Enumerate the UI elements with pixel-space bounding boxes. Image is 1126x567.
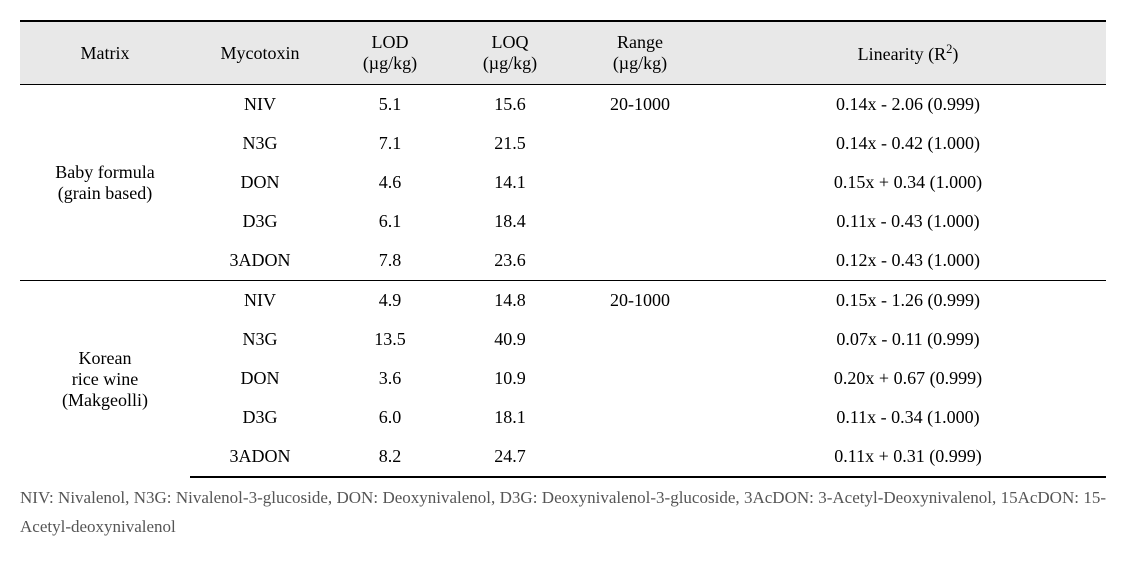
header-range: Range (µg/kg) (570, 21, 710, 85)
matrix-line2: rice wine (72, 369, 138, 389)
cell-mycotoxin: N3G (190, 320, 330, 359)
header-linearity: Linearity (R2) (710, 21, 1106, 85)
cell-loq: 21.5 (450, 124, 570, 163)
cell-loq: 10.9 (450, 359, 570, 398)
cell-range (570, 398, 710, 437)
cell-lod: 6.0 (330, 398, 450, 437)
cell-loq: 14.1 (450, 163, 570, 202)
table-footnote: NIV: Nivalenol, N3G: Nivalenol-3-glucosi… (20, 484, 1106, 542)
header-matrix: Matrix (20, 21, 190, 85)
header-mycotoxin: Mycotoxin (190, 21, 330, 85)
cell-loq: 24.7 (450, 437, 570, 477)
header-linearity-pre: Linearity (R (858, 44, 946, 64)
cell-loq: 40.9 (450, 320, 570, 359)
cell-range (570, 437, 710, 477)
cell-mycotoxin: N3G (190, 124, 330, 163)
cell-lod: 7.8 (330, 241, 450, 281)
cell-linearity: 0.11x - 0.34 (1.000) (710, 398, 1106, 437)
header-range-l2: (µg/kg) (613, 53, 667, 73)
cell-linearity: 0.12x - 0.43 (1.000) (710, 241, 1106, 281)
cell-linearity: 0.14x - 0.42 (1.000) (710, 124, 1106, 163)
cell-range (570, 124, 710, 163)
cell-loq: 15.6 (450, 85, 570, 125)
cell-range: 20-1000 (570, 281, 710, 321)
cell-lod: 13.5 (330, 320, 450, 359)
cell-lod: 5.1 (330, 85, 450, 125)
header-loq: LOQ (µg/kg) (450, 21, 570, 85)
cell-lod: 3.6 (330, 359, 450, 398)
header-loq-l1: LOQ (492, 32, 529, 52)
cell-linearity: 0.15x + 0.34 (1.000) (710, 163, 1106, 202)
cell-linearity: 0.11x - 0.43 (1.000) (710, 202, 1106, 241)
cell-loq: 23.6 (450, 241, 570, 281)
header-loq-l2: (µg/kg) (483, 53, 537, 73)
cell-mycotoxin: NIV (190, 85, 330, 125)
cell-mycotoxin: DON (190, 359, 330, 398)
cell-range (570, 163, 710, 202)
cell-lod: 4.6 (330, 163, 450, 202)
cell-linearity: 0.15x - 1.26 (0.999) (710, 281, 1106, 321)
matrix-cell: Baby formula (grain based) (20, 85, 190, 281)
cell-range: 20-1000 (570, 85, 710, 125)
matrix-line2: (grain based) (58, 183, 152, 203)
cell-lod: 6.1 (330, 202, 450, 241)
matrix-line3: (Makgeolli) (62, 390, 148, 410)
cell-linearity: 0.11x + 0.31 (0.999) (710, 437, 1106, 477)
cell-mycotoxin: D3G (190, 398, 330, 437)
header-lod: LOD (µg/kg) (330, 21, 450, 85)
cell-mycotoxin: NIV (190, 281, 330, 321)
cell-mycotoxin: D3G (190, 202, 330, 241)
cell-range (570, 202, 710, 241)
cell-range (570, 320, 710, 359)
cell-lod: 4.9 (330, 281, 450, 321)
matrix-line1: Baby formula (55, 162, 154, 182)
header-range-l1: Range (617, 32, 663, 52)
cell-range (570, 359, 710, 398)
header-lod-l1: LOD (372, 32, 409, 52)
cell-linearity: 0.14x - 2.06 (0.999) (710, 85, 1106, 125)
cell-range (570, 241, 710, 281)
cell-loq: 18.4 (450, 202, 570, 241)
cell-mycotoxin: 3ADON (190, 241, 330, 281)
table-row: Korean rice wine (Makgeolli) NIV 4.9 14.… (20, 281, 1106, 321)
cell-linearity: 0.20x + 0.67 (0.999) (710, 359, 1106, 398)
table-row: Baby formula (grain based) NIV 5.1 15.6 … (20, 85, 1106, 125)
cell-mycotoxin: DON (190, 163, 330, 202)
cell-lod: 7.1 (330, 124, 450, 163)
matrix-cell: Korean rice wine (Makgeolli) (20, 281, 190, 478)
header-linearity-post: ) (952, 44, 958, 64)
cell-loq: 18.1 (450, 398, 570, 437)
cell-mycotoxin: 3ADON (190, 437, 330, 477)
header-lod-l2: (µg/kg) (363, 53, 417, 73)
cell-lod: 8.2 (330, 437, 450, 477)
matrix-line1: Korean (79, 348, 132, 368)
table-header-row: Matrix Mycotoxin LOD (µg/kg) LOQ (µg/kg)… (20, 21, 1106, 85)
validation-table: Matrix Mycotoxin LOD (µg/kg) LOQ (µg/kg)… (20, 20, 1106, 478)
cell-loq: 14.8 (450, 281, 570, 321)
cell-linearity: 0.07x - 0.11 (0.999) (710, 320, 1106, 359)
